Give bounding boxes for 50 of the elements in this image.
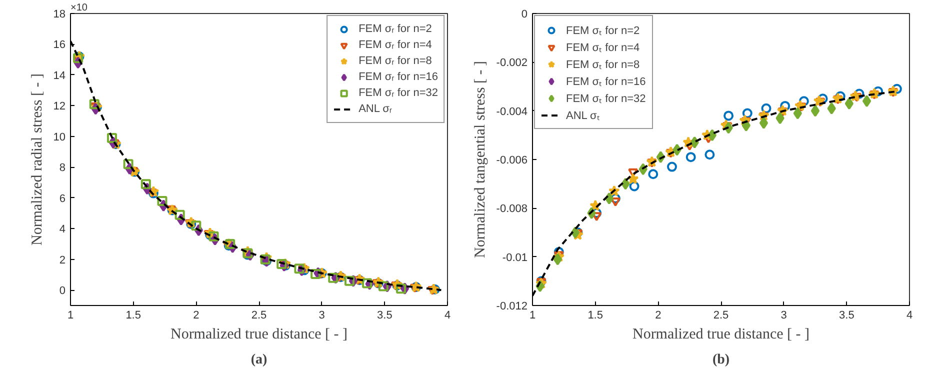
legend-label: FEM σₜ for n=16 xyxy=(566,75,646,88)
x-tick-label: 2.5 xyxy=(251,310,267,322)
y-tick-label: 16 xyxy=(53,39,66,52)
y-tick-label: 8 xyxy=(59,162,66,174)
text: (b) xyxy=(712,352,730,368)
y-tick-label: 2 xyxy=(59,254,66,266)
x-tick-label: 1.5 xyxy=(588,310,603,322)
y-tick-label: 6 xyxy=(59,192,66,205)
x-tick-label: 3 xyxy=(780,310,787,322)
legend-label: FEM σᵣ for n=8 xyxy=(358,54,432,68)
annotation: ×10 xyxy=(70,2,88,14)
x-tick-label: 2.5 xyxy=(713,310,729,322)
y-tick-label: -0.008 xyxy=(496,203,528,216)
y-tick-label: 12 xyxy=(53,100,66,113)
x-tick-label: 1 xyxy=(67,310,74,322)
legend-label: FEM σₜ for n=4 xyxy=(566,41,640,54)
legend-label: FEM σᵣ for n=16 xyxy=(358,70,438,84)
x-tick-label: 1.5 xyxy=(126,310,141,322)
y-axis-title: Normalized tangential stress [ - ] xyxy=(472,60,488,258)
y-tick-label: 4 xyxy=(59,224,66,236)
x-tick-label: 4 xyxy=(444,310,451,322)
legend-label: ANL σₜ xyxy=(566,109,600,122)
y-tick-label: -0.01 xyxy=(502,252,528,264)
x-tick-label: 2 xyxy=(655,310,662,322)
legend-label: FEM σᵣ for n=4 xyxy=(358,38,432,52)
legend-label: FEM σₜ for n=8 xyxy=(566,58,640,71)
y-tick-label: -0.002 xyxy=(496,57,528,70)
x-tick-label: 3.5 xyxy=(839,310,854,322)
x-tick-label: 4 xyxy=(906,310,913,322)
x-tick-label: 2 xyxy=(193,310,200,322)
legend-label: FEM σₜ for n=32 xyxy=(566,92,646,105)
y-tick-label: 14 xyxy=(53,70,66,82)
y-tick-label: -0.006 xyxy=(496,154,528,166)
y-tick-label: -0.004 xyxy=(496,106,528,118)
y-tick-label: 10 xyxy=(53,131,66,144)
y-tick-label: -0.012 xyxy=(496,300,528,312)
y-tick-label: 0 xyxy=(521,8,528,20)
x-axis-title: Normalized true distance [ - ] xyxy=(632,326,810,342)
y-tick-label: 18 xyxy=(53,8,66,20)
text: (a) xyxy=(250,352,268,368)
legend-label: FEM σᵣ for n=2 xyxy=(358,22,432,36)
x-axis-title: Normalized true distance [ - ] xyxy=(170,326,348,342)
y-axis-title: Normalized radial stress [ - ] xyxy=(29,73,46,246)
legend-label: FEM σᵣ for n=32 xyxy=(358,86,438,100)
legend-label: FEM σₜ for n=2 xyxy=(566,24,640,37)
x-tick-label: 3 xyxy=(318,310,325,322)
x-tick-label: 3.5 xyxy=(377,310,392,322)
y-tick-label: 0 xyxy=(59,285,66,298)
x-tick-label: 1 xyxy=(529,310,536,322)
legend-label: ANL σᵣ xyxy=(358,102,392,116)
